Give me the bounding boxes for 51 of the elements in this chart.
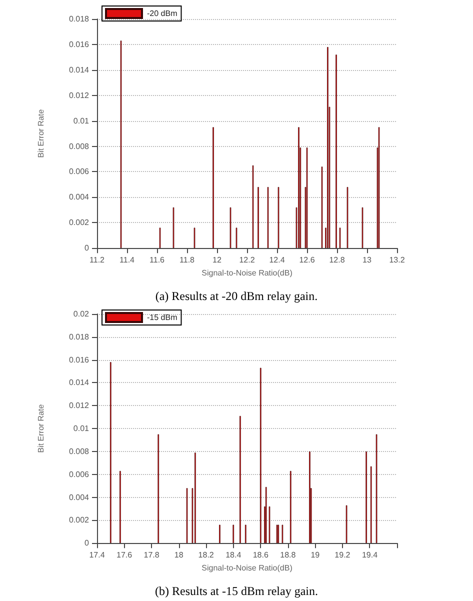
x-tick-label: 13.2 (389, 256, 406, 265)
x-tick-label: 17.4 (89, 550, 106, 560)
legend-label: -15 dBm (147, 313, 178, 322)
y-axis-title: Bit Error Rate (36, 108, 46, 158)
y-tick-label: 0.018 (68, 332, 90, 342)
y-tick-label: 0 (84, 244, 90, 253)
x-tick-label: 12.4 (269, 256, 286, 265)
x-tick-label: 17.6 (116, 550, 133, 560)
x-axis-title: Signal-to-Noise Ratio(dB) (202, 268, 293, 278)
x-tick-label: 12 (212, 256, 222, 265)
y-tick-label: 0.012 (68, 401, 90, 410)
y-tick-label: 0.002 (68, 218, 90, 228)
x-tick-label: 11.2 (90, 256, 106, 265)
y-tick-label: 0.01 (73, 424, 90, 434)
x-tick-label: 13 (362, 256, 372, 265)
y-tick-label: 0.014 (68, 378, 90, 388)
y-tick-label: 0.004 (68, 492, 90, 502)
y-tick-label: 0.016 (68, 40, 90, 49)
y-tick-label: 0.008 (68, 142, 90, 151)
x-tick-label: 18.8 (280, 550, 296, 560)
x-tick-label: 17.8 (144, 550, 160, 560)
legend-label: -20 dBm (147, 9, 178, 18)
text: (a) Results at -20 dBm relay gain. (154, 288, 319, 304)
y-tick-label: 0 (84, 538, 90, 548)
x-tick-label: 18.4 (226, 550, 242, 560)
x-tick-label: 18.2 (198, 550, 214, 560)
x-tick-label: 11.6 (150, 256, 166, 265)
y-axis-title: Bit Error Rate (36, 404, 46, 453)
y-tick-label: 0.006 (68, 470, 90, 479)
x-tick-label: 12.6 (299, 256, 316, 265)
x-axis-title: Signal-to-Noise Ratio(dB) (202, 564, 293, 572)
y-tick-label: 0.004 (68, 192, 90, 202)
y-tick-label: 0.02 (73, 310, 90, 318)
y-tick-label: 0.01 (73, 116, 90, 126)
x-tick-label: 12.8 (329, 256, 346, 265)
y-tick-label: 0.014 (68, 65, 90, 74)
y-tick-label: 0.016 (68, 355, 90, 364)
x-tick-label: 12.2 (239, 256, 256, 265)
y-tick-label: 0.008 (68, 446, 90, 456)
y-tick-label: 0.018 (68, 14, 90, 24)
y-tick-label: 0.012 (68, 90, 90, 100)
x-tick-label: 18.6 (252, 550, 269, 560)
text: (b) Results at -15 dBm relay gain. (154, 583, 319, 599)
x-tick-label: 18 (174, 550, 184, 560)
x-tick-label: 19 (310, 550, 320, 560)
x-tick-label: 19.2 (334, 550, 351, 560)
y-tick-label: 0.002 (68, 516, 90, 525)
x-tick-label: 11.8 (180, 256, 196, 265)
y-tick-label: 0.006 (68, 167, 90, 176)
x-tick-label: 11.4 (120, 256, 136, 265)
x-tick-label: 19.4 (362, 550, 378, 560)
